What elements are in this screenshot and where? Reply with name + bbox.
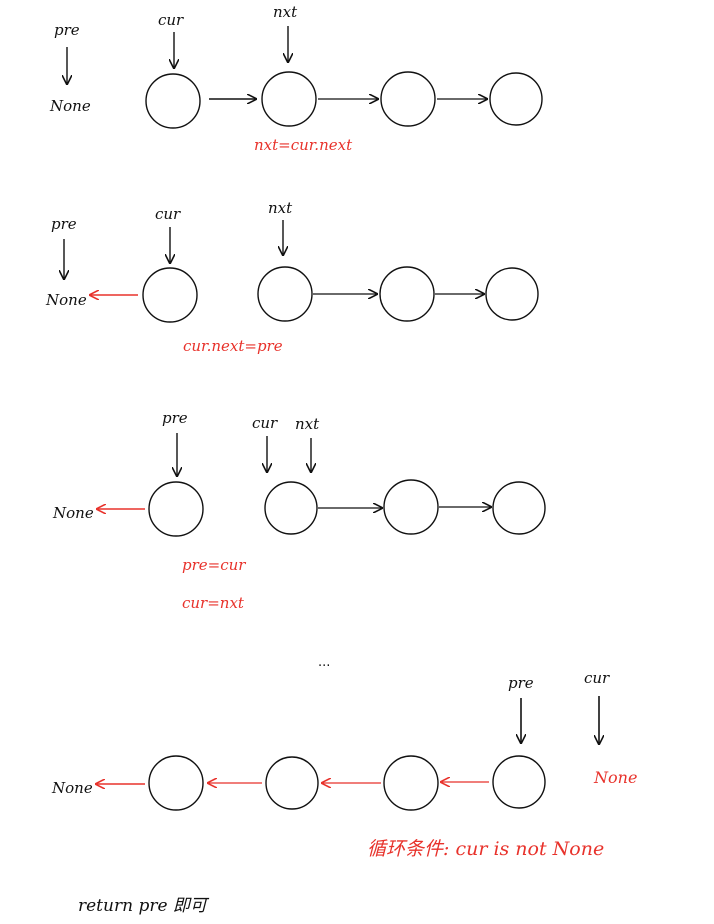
none-label: None [52, 504, 94, 522]
none-label: None [49, 97, 91, 115]
nxt-label: nxt [273, 3, 298, 21]
cur-label: cur [158, 11, 184, 29]
list-node [264, 481, 318, 535]
cur-label: cur [252, 414, 278, 432]
return-note: return pre 即可 [78, 896, 210, 916]
step-2: pre None cur nxt cur.next=pre [45, 199, 539, 355]
list-node [257, 266, 313, 322]
cur-none-label: None [593, 768, 637, 787]
cur-label: cur [584, 669, 610, 687]
list-node [492, 755, 546, 809]
list-node [485, 267, 539, 321]
pre-label: pre [508, 674, 534, 692]
list-node [489, 72, 543, 126]
step-note: cur=nxt [182, 594, 245, 612]
list-node [145, 73, 201, 129]
nxt-label: nxt [295, 415, 320, 433]
list-node [148, 755, 204, 811]
list-node [492, 481, 546, 535]
list-node [379, 266, 435, 322]
step-3: None pre cur nxt pre=cur cur=nxt [52, 409, 546, 612]
none-label: None [45, 291, 87, 309]
list-node [148, 481, 204, 537]
pre-label: pre [51, 215, 77, 233]
cur-label: cur [155, 205, 181, 223]
none-label: None [51, 779, 93, 797]
list-node [142, 267, 198, 323]
list-node [383, 755, 439, 811]
nxt-label: nxt [268, 199, 293, 217]
step-1: pre None cur nxt nxt=cur.next [49, 3, 543, 154]
step-note: nxt=cur.next [254, 136, 353, 154]
list-node [383, 479, 439, 535]
list-node [265, 756, 319, 810]
list-node [380, 71, 436, 127]
pre-label: pre [54, 21, 80, 39]
loop-condition: 循环条件: cur is not None [367, 838, 604, 860]
step-note: cur.next=pre [183, 337, 283, 355]
step-4: None pre cur None 循环条件: cur is not None [51, 669, 637, 860]
step-note: pre=cur [182, 556, 246, 574]
list-node [261, 71, 317, 127]
ellipsis: ... [318, 655, 330, 670]
pre-label: pre [162, 409, 188, 427]
